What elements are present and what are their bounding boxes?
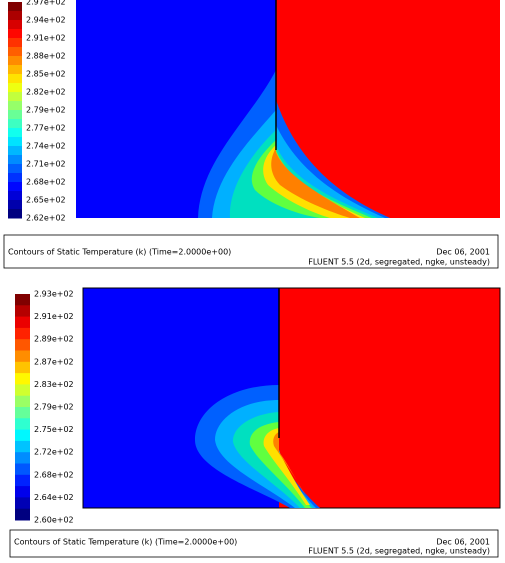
colorbar-segment <box>8 110 22 120</box>
colorbar-label: 2.87e+02 <box>34 357 74 366</box>
colorbar-label: 2.82e+02 <box>26 88 66 97</box>
colorbar-label: 2.68e+02 <box>26 178 66 187</box>
colorbar-segment <box>15 452 30 464</box>
colorbar-segment <box>8 92 22 102</box>
colorbar-segment <box>8 191 22 201</box>
colorbar-segment <box>8 146 22 156</box>
colorbar-segment <box>15 474 30 487</box>
colorbar-label: 2.79e+02 <box>34 403 74 412</box>
colorbar-label: 2.91e+02 <box>26 34 66 43</box>
colorbar-label: 2.88e+02 <box>26 52 66 61</box>
colorbar-label: 2.77e+02 <box>26 124 66 133</box>
colorbar-segment <box>8 128 22 138</box>
colorbar-segment <box>8 2 22 12</box>
bottom-contour-field <box>82 287 501 509</box>
bottom-caption-box <box>9 529 499 558</box>
colorbar-segment <box>8 20 22 30</box>
bottom-date: Dec 06, 2001 <box>436 538 490 547</box>
colorbar-label: 2.83e+02 <box>34 380 74 389</box>
colorbar-segment <box>8 65 22 75</box>
colorbar-label: 2.97e+02 <box>26 0 66 7</box>
colorbar-segment <box>8 38 22 48</box>
colorbar-label: 2.93e+02 <box>34 290 74 299</box>
colorbar-label: 2.75e+02 <box>34 425 74 434</box>
top-colorbar: 2.97e+02 2.94e+02 2.91e+02 2.88e+02 2.85e+02… <box>8 0 66 223</box>
colorbar-segment <box>8 200 22 210</box>
colorbar-segment <box>15 486 30 498</box>
colorbar-segment <box>8 47 22 57</box>
colorbar-segment <box>8 29 22 39</box>
colorbar-segment <box>15 463 30 476</box>
colorbar-segment <box>8 209 22 219</box>
top-contour-field <box>76 0 500 218</box>
colorbar-label: 2.85e+02 <box>26 70 66 79</box>
colorbar-segment <box>15 508 30 521</box>
colorbar-segment <box>8 119 22 129</box>
bottom-caption: Contours of Static Temperature (k) (Time… <box>14 538 237 547</box>
colorbar-segment <box>8 155 22 165</box>
colorbar-segment <box>8 173 22 183</box>
colorbar-segment <box>15 350 30 363</box>
colorbar-label: 2.91e+02 <box>34 312 74 321</box>
colorbar-segment <box>15 384 30 397</box>
top-date: Dec 06, 2001 <box>436 248 490 257</box>
top-solver: FLUENT 5.5 (2d, segregated, ngke, unstea… <box>308 258 490 267</box>
bottom-colorbar: 2.93e+02 2.91e+02 2.89e+02 2.87e+02 2.83e+02… <box>15 290 74 525</box>
colorbar-segment <box>8 137 22 147</box>
colorbar-segment <box>15 373 30 385</box>
colorbar-label: 2.64e+02 <box>34 493 74 502</box>
colorbar-label: 2.62e+02 <box>26 214 66 223</box>
colorbar-label: 2.72e+02 <box>34 448 74 457</box>
colorbar-segment <box>15 316 30 329</box>
colorbar-segment <box>15 440 30 453</box>
colorbar-segment <box>8 164 22 174</box>
colorbar-segment <box>15 497 30 510</box>
colorbar-segment <box>15 407 30 419</box>
colorbar-segment <box>8 101 22 111</box>
colorbar-segment <box>15 361 30 374</box>
colorbar-label: 2.65e+02 <box>26 196 66 205</box>
colorbar-label: 2.68e+02 <box>34 470 74 479</box>
colorbar-segment <box>15 418 30 431</box>
colorbar-segment <box>15 305 30 318</box>
colorbar-segment <box>15 429 30 442</box>
top-caption: Contours of Static Temperature (k) (Time… <box>8 248 231 257</box>
bottom-solver: FLUENT 5.5 (2d, segregated, ngke, unstea… <box>308 547 490 556</box>
top-caption-box <box>3 234 499 269</box>
colorbar-segment <box>8 56 22 66</box>
colorbar-label: 2.89e+02 <box>34 335 74 344</box>
colorbar-label: 2.71e+02 <box>26 160 66 169</box>
colorbar-segment <box>8 11 22 21</box>
colorbar-label: 2.60e+02 <box>34 516 74 525</box>
colorbar-label: 2.79e+02 <box>26 106 66 115</box>
colorbar-segment <box>8 182 22 192</box>
colorbar-segment <box>15 294 30 306</box>
colorbar-label: 2.74e+02 <box>26 142 66 151</box>
colorbar-segment <box>8 74 22 84</box>
colorbar-label: 2.94e+02 <box>26 16 66 25</box>
colorbar-segment <box>15 339 30 351</box>
colorbar-segment <box>15 327 30 340</box>
colorbar-segment <box>8 83 22 93</box>
colorbar-segment <box>15 395 30 408</box>
